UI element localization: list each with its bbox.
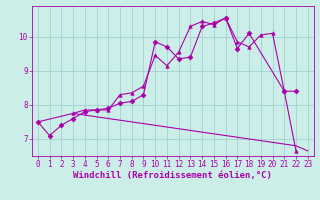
X-axis label: Windchill (Refroidissement éolien,°C): Windchill (Refroidissement éolien,°C) <box>73 171 272 180</box>
